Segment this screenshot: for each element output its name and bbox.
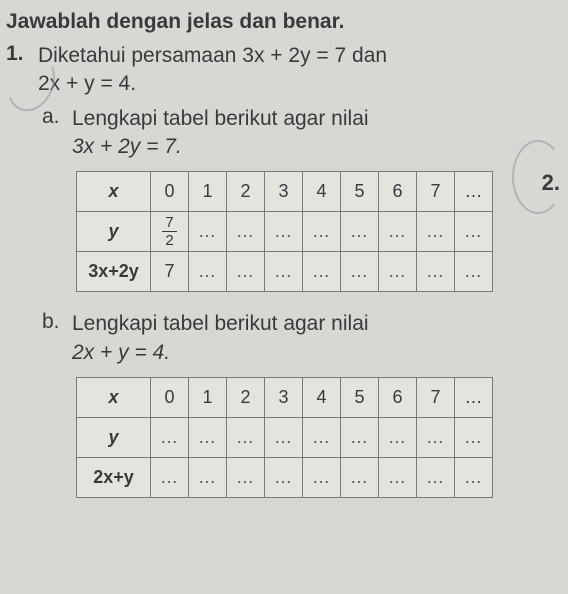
cell: 0 — [151, 378, 189, 418]
blank-cell: … — [341, 418, 379, 458]
table-a-x-label: x — [77, 172, 151, 212]
instruction-title: Jawablah dengan jelas dan benar. — [6, 10, 554, 34]
q1-line2: 2x + y = 4. — [38, 70, 493, 98]
blank-cell: … — [189, 212, 227, 252]
a-label: a. — [38, 105, 72, 129]
blank-cell: … — [341, 458, 379, 498]
cell: 2 — [227, 172, 265, 212]
cell: 7 — [417, 172, 455, 212]
part-a: a. Lengkapi tabel berikut agar nilai 3x … — [38, 105, 493, 293]
table-a-row-y: y 7 2 … … … … — [77, 212, 493, 252]
q2-number: 2. — [542, 170, 560, 196]
b-line2: 2x + y = 4. — [72, 339, 493, 367]
blank-cell: … — [455, 252, 493, 292]
table-a-y-label: y — [77, 212, 151, 252]
blank-cell: … — [151, 458, 189, 498]
blank-cell: … — [379, 252, 417, 292]
blank-cell: … — [379, 212, 417, 252]
cell: 1 — [189, 378, 227, 418]
blank-cell: … — [227, 458, 265, 498]
cell: 6 — [379, 172, 417, 212]
blank-cell: … — [455, 418, 493, 458]
blank-cell: … — [227, 252, 265, 292]
blank-cell: … — [417, 418, 455, 458]
blank-cell: … — [303, 418, 341, 458]
table-b-row-x: x 0 1 2 3 4 5 6 7 … — [77, 378, 493, 418]
table-b: x 0 1 2 3 4 5 6 7 … — [76, 377, 493, 498]
blank-cell: … — [189, 418, 227, 458]
cell: 7 — [417, 378, 455, 418]
cell: 0 — [151, 172, 189, 212]
blank-cell: … — [341, 252, 379, 292]
table-a-expr-label: 3x+2y — [77, 252, 151, 292]
table-b-x-label: x — [77, 378, 151, 418]
table-a-row-expr: 3x+2y 7 … … … … … … … … — [77, 252, 493, 292]
blank-cell: … — [265, 252, 303, 292]
table-b-y-label: y — [77, 418, 151, 458]
blank-cell: … — [417, 212, 455, 252]
cell: 1 — [189, 172, 227, 212]
blank-cell: … — [417, 252, 455, 292]
blank-cell: … — [227, 418, 265, 458]
cell: 7 — [151, 252, 189, 292]
cell: 2 — [227, 378, 265, 418]
table-b-row-y: y … … … … … … … … … — [77, 418, 493, 458]
blank-cell: … — [455, 212, 493, 252]
blank-cell: … — [265, 418, 303, 458]
a-line2: 3x + 2y = 7. — [72, 133, 493, 161]
cell: 3 — [265, 378, 303, 418]
fraction-7-2: 7 2 — [162, 215, 176, 248]
blank-cell: … — [189, 252, 227, 292]
table-b-row-expr: 2x+y … … … … … … … … … — [77, 458, 493, 498]
blank-cell: … — [189, 458, 227, 498]
blank-cell: … — [417, 458, 455, 498]
question-1: 1. Diketahui persamaan 3x + 2y = 7 dan 2… — [6, 42, 554, 498]
blank-cell: … — [379, 418, 417, 458]
blank-cell: … — [303, 458, 341, 498]
b-label: b. — [38, 310, 72, 334]
blank-cell: … — [227, 212, 265, 252]
cell: 4 — [303, 378, 341, 418]
blank-cell: … — [455, 458, 493, 498]
part-b: b. Lengkapi tabel berikut agar nilai 2x … — [38, 310, 493, 498]
cell: … — [455, 172, 493, 212]
q1-line1: Diketahui persamaan 3x + 2y = 7 dan — [38, 42, 493, 70]
blank-cell: … — [303, 252, 341, 292]
blank-cell: … — [265, 212, 303, 252]
a-line1: Lengkapi tabel berikut agar nilai — [72, 105, 493, 133]
cell: 5 — [341, 172, 379, 212]
cell: 6 — [379, 378, 417, 418]
b-line1: Lengkapi tabel berikut agar nilai — [72, 310, 493, 338]
cell: 3 — [265, 172, 303, 212]
blank-cell: … — [151, 418, 189, 458]
cell: … — [455, 378, 493, 418]
cell: 7 2 — [151, 212, 189, 252]
page: Jawablah dengan jelas dan benar. 1. Dike… — [0, 0, 568, 508]
blank-cell: … — [303, 212, 341, 252]
table-b-expr-label: 2x+y — [77, 458, 151, 498]
cell: 4 — [303, 172, 341, 212]
cell: 5 — [341, 378, 379, 418]
table-a-row-x: x 0 1 2 3 4 5 6 7 … — [77, 172, 493, 212]
blank-cell: … — [265, 458, 303, 498]
table-a: x 0 1 2 3 4 5 6 7 … — [76, 171, 493, 292]
blank-cell: … — [341, 212, 379, 252]
blank-cell: … — [379, 458, 417, 498]
